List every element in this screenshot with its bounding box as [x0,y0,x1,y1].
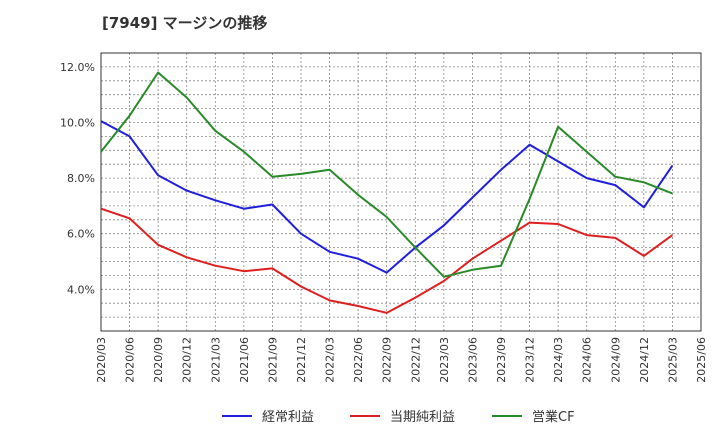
x-tick-label: 2022/09 [381,337,394,383]
series-lines [100,71,674,314]
y-tick-label: 10.0% [60,117,95,130]
y-tick-label: 6.0% [67,228,95,241]
x-tick-label: 2021/03 [209,337,222,383]
legend: 経常利益 当期純利益 営業CF [222,409,575,425]
x-tick-label: 2025/06 [695,337,708,383]
x-tick-label: 2020/12 [181,337,194,383]
series-line [100,207,673,314]
y-tick-label: 12.0% [60,61,95,74]
x-tick-label: 2024/03 [552,337,565,383]
x-tick-label: 2022/03 [324,337,337,383]
series-line [100,120,674,274]
y-tick-label: 8.0% [67,172,95,185]
x-tick-label: 2023/12 [524,337,537,383]
x-tick-label: 2022/06 [352,337,365,383]
x-tick-label: 2020/03 [95,337,108,383]
x-tick-label: 2024/12 [638,337,651,383]
legend-label: 経常利益 [262,410,314,425]
legend-label: 当期純利益 [390,410,455,425]
x-tick-label: 2021/06 [238,337,251,383]
x-tick-label: 2023/09 [495,337,508,383]
x-tick-label: 2020/09 [152,337,165,383]
x-tick-label: 2021/09 [266,337,279,383]
series-line [100,71,673,278]
y-tick-label: 4.0% [67,283,95,296]
x-tick-label: 2023/06 [466,337,479,383]
x-tick-label: 2022/12 [409,337,422,383]
chart-title: [7949] マージンの推移 [102,14,267,32]
x-tick-label: 2024/09 [609,337,622,383]
grid [101,53,701,331]
plot-frame [100,52,702,332]
y-axis: 4.0% 6.0% 8.0% 10.0% 12.0% [60,61,95,296]
legend-label: 営業CF [532,409,575,425]
x-tick-label: 2021/12 [295,337,308,383]
x-tick-label: 2023/03 [438,337,451,383]
x-tick-label: 2025/03 [666,337,679,383]
x-tick-label: 2024/06 [581,337,594,383]
x-axis: 2020/03 2020/06 2020/09 2020/12 2021/03 2021/… [95,337,708,383]
x-tick-label: 2020/06 [124,337,137,383]
